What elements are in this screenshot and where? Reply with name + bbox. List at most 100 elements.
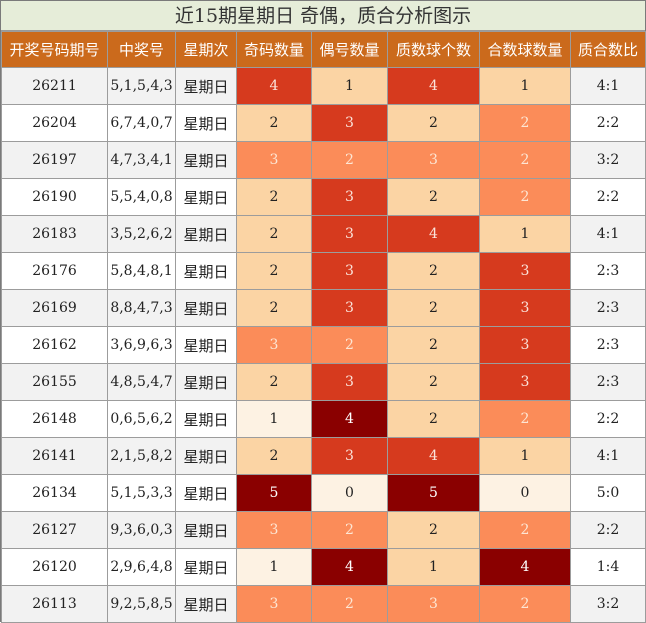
odd-count-cell: 2 <box>236 363 312 401</box>
table-row: 26197 4,7,3,4,1 星期日 3 2 3 2 3:2 <box>1 141 646 179</box>
issue-cell: 26204 <box>1 104 108 142</box>
weekday-cell: 星期日 <box>175 585 237 623</box>
prime-count-cell: 1 <box>387 548 480 586</box>
composite-count-cell: 2 <box>479 104 571 142</box>
weekday-cell: 星期日 <box>175 363 237 401</box>
issue-cell: 26176 <box>1 252 108 290</box>
issue-cell: 26162 <box>1 326 108 364</box>
issue-cell: 26127 <box>1 511 108 549</box>
ratio-cell: 2:2 <box>570 178 646 216</box>
header-row: 开奖号码期号 中奖号 星期次 奇码数量 偶号数量 质数球个数 合数球数量 质合数… <box>1 31 646 68</box>
composite-count-cell: 1 <box>479 67 571 105</box>
ratio-cell: 2:3 <box>570 289 646 327</box>
numbers-cell: 8,8,4,7,3 <box>107 289 176 327</box>
header-weekday: 星期次 <box>175 31 237 68</box>
prime-count-cell: 3 <box>387 585 480 623</box>
table-row: 26148 0,6,5,6,2 星期日 1 4 2 2 2:2 <box>1 400 646 438</box>
even-count-cell: 2 <box>311 511 388 549</box>
odd-count-cell: 4 <box>236 67 312 105</box>
weekday-cell: 星期日 <box>175 141 237 179</box>
table-row: 26127 9,3,6,0,3 星期日 3 2 2 2 2:2 <box>1 511 646 549</box>
composite-count-cell: 3 <box>479 252 571 290</box>
table-row: 26211 5,1,5,4,3 星期日 4 1 4 1 4:1 <box>1 67 646 105</box>
header-composite-count: 合数球数量 <box>479 31 571 68</box>
prime-count-cell: 2 <box>387 511 480 549</box>
prime-count-cell: 2 <box>387 400 480 438</box>
composite-count-cell: 0 <box>479 474 571 512</box>
ratio-cell: 3:2 <box>570 585 646 623</box>
numbers-cell: 0,6,5,6,2 <box>107 400 176 438</box>
prime-count-cell: 4 <box>387 215 480 253</box>
issue-cell: 26155 <box>1 363 108 401</box>
odd-count-cell: 1 <box>236 548 312 586</box>
even-count-cell: 3 <box>311 178 388 216</box>
table-row: 26169 8,8,4,7,3 星期日 2 3 2 3 2:3 <box>1 289 646 327</box>
odd-count-cell: 2 <box>236 104 312 142</box>
numbers-cell: 5,1,5,3,3 <box>107 474 176 512</box>
numbers-cell: 4,7,3,4,1 <box>107 141 176 179</box>
composite-count-cell: 2 <box>479 178 571 216</box>
prime-count-cell: 2 <box>387 363 480 401</box>
composite-count-cell: 2 <box>479 141 571 179</box>
odd-count-cell: 3 <box>236 585 312 623</box>
issue-cell: 26134 <box>1 474 108 512</box>
composite-count-cell: 1 <box>479 215 571 253</box>
composite-count-cell: 4 <box>479 548 571 586</box>
issue-cell: 26183 <box>1 215 108 253</box>
table-row: 26183 3,5,2,6,2 星期日 2 3 4 1 4:1 <box>1 215 646 253</box>
composite-count-cell: 3 <box>479 363 571 401</box>
prime-count-cell: 4 <box>387 437 480 475</box>
table-row: 26176 5,8,4,8,1 星期日 2 3 2 3 2:3 <box>1 252 646 290</box>
weekday-cell: 星期日 <box>175 289 237 327</box>
weekday-cell: 星期日 <box>175 67 237 105</box>
table-row: 26134 5,1,5,3,3 星期日 5 0 5 0 5:0 <box>1 474 646 512</box>
weekday-cell: 星期日 <box>175 511 237 549</box>
odd-count-cell: 3 <box>236 511 312 549</box>
weekday-cell: 星期日 <box>175 215 237 253</box>
prime-count-cell: 2 <box>387 178 480 216</box>
numbers-cell: 3,5,2,6,2 <box>107 215 176 253</box>
even-count-cell: 3 <box>311 104 388 142</box>
numbers-cell: 9,3,6,0,3 <box>107 511 176 549</box>
even-count-cell: 3 <box>311 215 388 253</box>
numbers-cell: 5,5,4,0,8 <box>107 178 176 216</box>
issue-cell: 26211 <box>1 67 108 105</box>
ratio-cell: 5:0 <box>570 474 646 512</box>
page-title: 近15期星期日 奇偶，质合分析图示 <box>1 1 645 31</box>
numbers-cell: 9,2,5,8,5 <box>107 585 176 623</box>
even-count-cell: 3 <box>311 252 388 290</box>
composite-count-cell: 2 <box>479 511 571 549</box>
header-even-count: 偶号数量 <box>311 31 388 68</box>
ratio-cell: 4:1 <box>570 67 646 105</box>
weekday-cell: 星期日 <box>175 252 237 290</box>
prime-count-cell: 2 <box>387 326 480 364</box>
weekday-cell: 星期日 <box>175 400 237 438</box>
even-count-cell: 3 <box>311 363 388 401</box>
analysis-table: 开奖号码期号 中奖号 星期次 奇码数量 偶号数量 质数球个数 合数球数量 质合数… <box>1 31 646 623</box>
table-row: 26113 9,2,5,8,5 星期日 3 2 3 2 3:2 <box>1 585 646 623</box>
composite-count-cell: 2 <box>479 585 571 623</box>
prime-count-cell: 5 <box>387 474 480 512</box>
issue-cell: 26141 <box>1 437 108 475</box>
weekday-cell: 星期日 <box>175 326 237 364</box>
issue-cell: 26120 <box>1 548 108 586</box>
header-prime-composite-ratio: 质合数比 <box>570 31 646 68</box>
header-issue: 开奖号码期号 <box>1 31 108 68</box>
prime-count-cell: 2 <box>387 104 480 142</box>
even-count-cell: 3 <box>311 437 388 475</box>
ratio-cell: 2:2 <box>570 400 646 438</box>
issue-cell: 26148 <box>1 400 108 438</box>
numbers-cell: 2,1,5,8,2 <box>107 437 176 475</box>
numbers-cell: 6,7,4,0,7 <box>107 104 176 142</box>
table-row: 26204 6,7,4,0,7 星期日 2 3 2 2 2:2 <box>1 104 646 142</box>
header-odd-count: 奇码数量 <box>236 31 312 68</box>
table-row: 26190 5,5,4,0,8 星期日 2 3 2 2 2:2 <box>1 178 646 216</box>
odd-count-cell: 1 <box>236 400 312 438</box>
weekday-cell: 星期日 <box>175 104 237 142</box>
even-count-cell: 1 <box>311 67 388 105</box>
prime-count-cell: 4 <box>387 67 480 105</box>
even-count-cell: 0 <box>311 474 388 512</box>
even-count-cell: 4 <box>311 548 388 586</box>
ratio-cell: 2:2 <box>570 104 646 142</box>
